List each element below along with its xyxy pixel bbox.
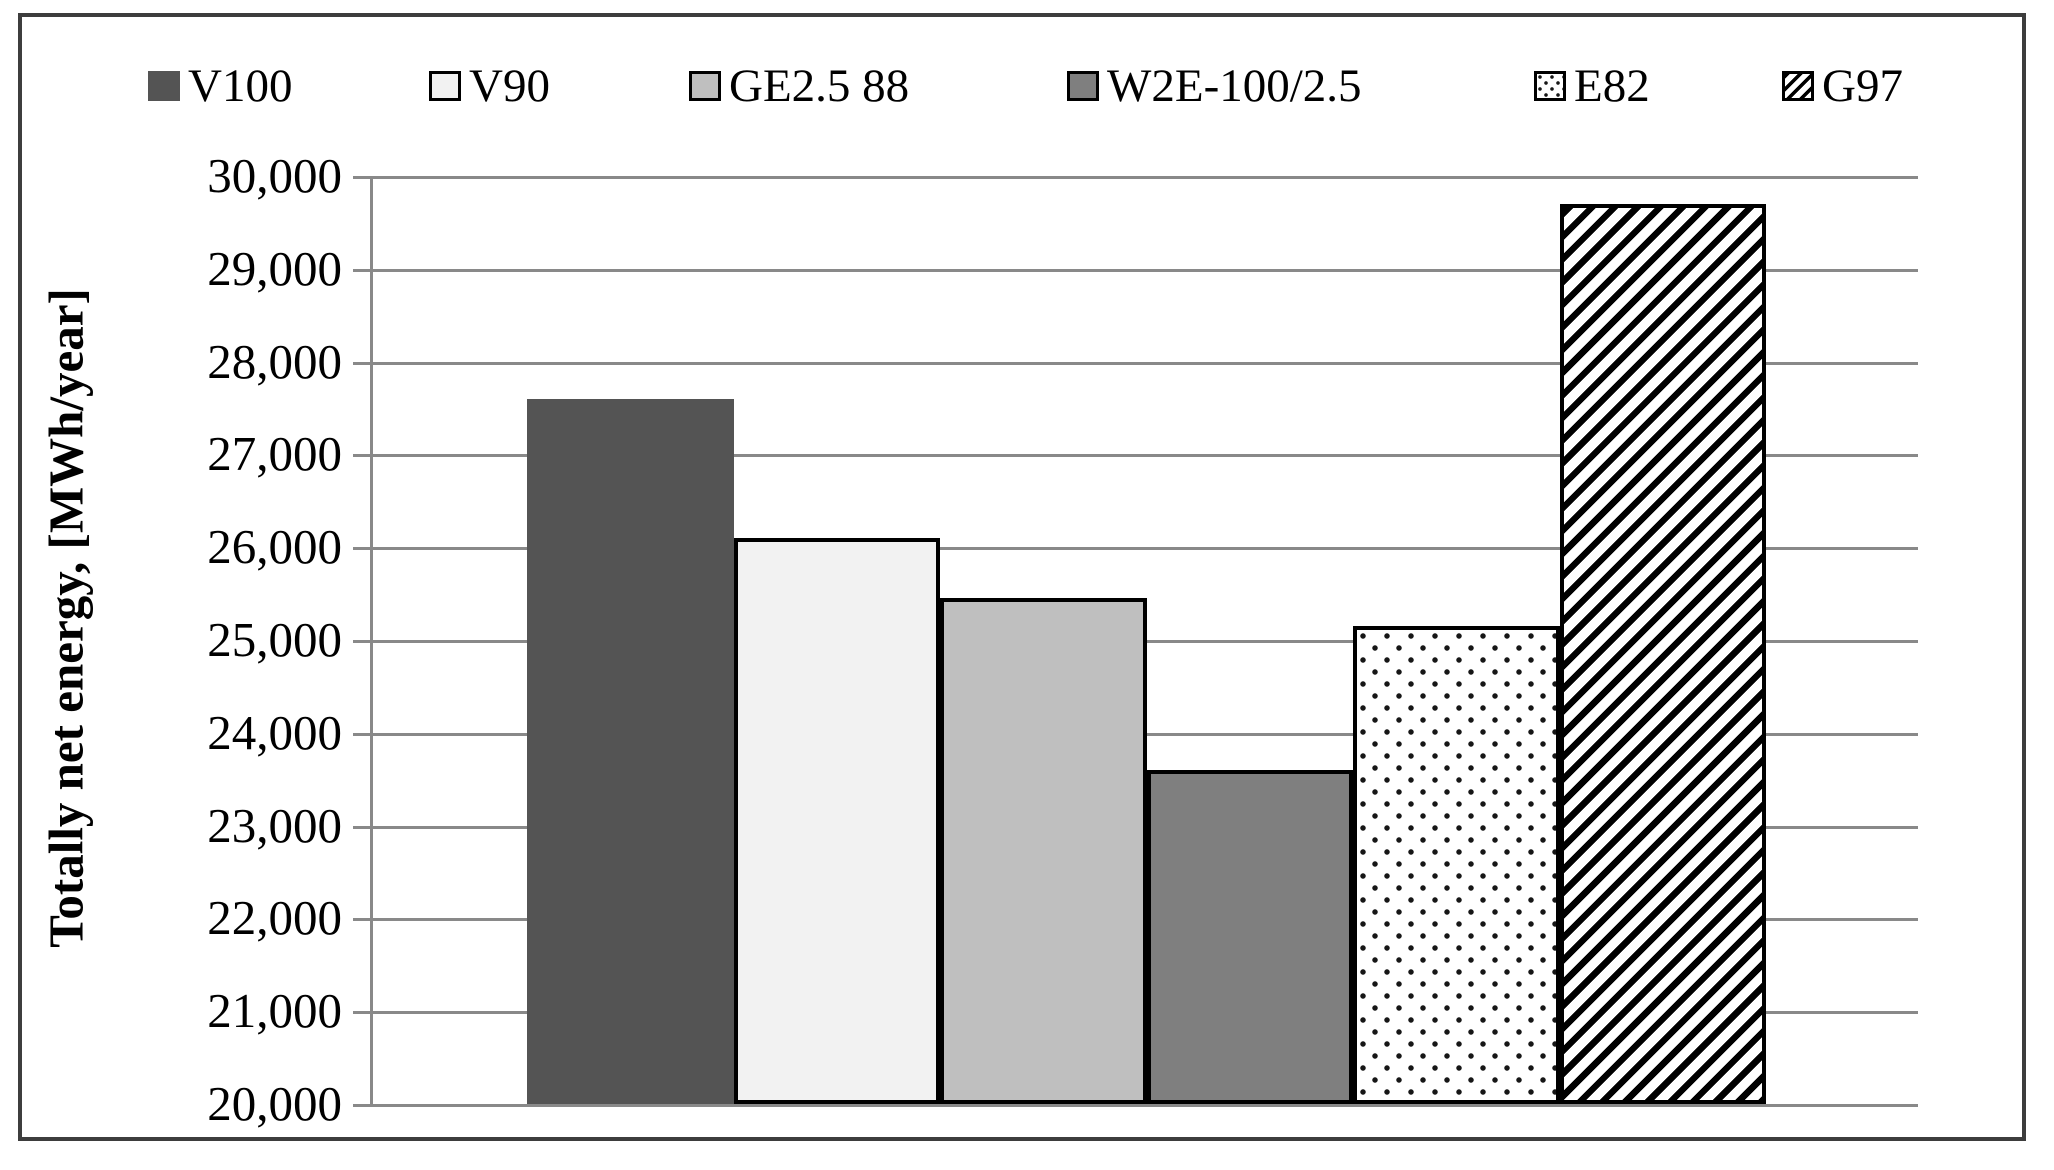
y-axis-tick-label: 20,000 <box>207 1076 342 1131</box>
bar-v90 <box>733 538 940 1104</box>
bar-w2e-100-2-5 <box>1146 770 1353 1104</box>
y-axis-tick-label: 24,000 <box>207 705 342 760</box>
legend-item-e82: E82 <box>1534 58 1650 114</box>
y-axis-tick <box>353 1011 370 1014</box>
legend-swatch <box>148 71 180 101</box>
y-axis-tick-label: 29,000 <box>207 241 342 296</box>
y-axis-tick <box>353 176 370 179</box>
gridline <box>372 547 1918 550</box>
y-axis-tick <box>353 1104 370 1107</box>
gridline <box>372 362 1918 365</box>
y-axis-tick-label: 23,000 <box>207 798 342 853</box>
y-axis-tick-label: 21,000 <box>207 983 342 1038</box>
y-axis-tick <box>353 547 370 550</box>
y-axis-tick-label: 26,000 <box>207 519 342 574</box>
y-axis-tick-label: 27,000 <box>207 426 342 481</box>
gridline <box>372 454 1918 457</box>
bar-ge2-5-88 <box>940 598 1147 1104</box>
legend-item-v100: V100 <box>148 58 292 114</box>
legend-swatch <box>1534 71 1566 101</box>
gridline <box>372 176 1918 179</box>
legend-swatch <box>1067 71 1099 101</box>
plot-area: 30,000 29,000 28,000 27,000 26,000 25,000 24,0… <box>207 148 1918 1131</box>
legend-label: E82 <box>1574 60 1650 112</box>
y-axis-tick-label: 28,000 <box>207 334 342 389</box>
gridline <box>372 1104 1918 1107</box>
y-axis-tick-label: 22,000 <box>207 890 342 945</box>
y-axis-tick-label: 30,000 <box>207 148 342 203</box>
bar-v100 <box>527 399 734 1104</box>
y-axis-tick-label: 25,000 <box>207 612 342 667</box>
legend-item-v90: V90 <box>429 58 550 114</box>
legend-label: GE2.5 88 <box>729 60 910 112</box>
legend-swatch <box>689 71 721 101</box>
y-axis-tick <box>353 362 370 365</box>
legend-item-g97: G97 <box>1782 58 1903 114</box>
bar-e82 <box>1353 626 1560 1104</box>
y-axis-tick <box>353 918 370 921</box>
legend-item-w2e-100-2-5: W2E-100/2.5 <box>1067 58 1362 114</box>
bar-g97 <box>1559 204 1766 1104</box>
legend-swatch <box>1782 71 1814 101</box>
y-axis-tick <box>353 826 370 829</box>
y-axis-tick <box>353 640 370 643</box>
legend-item-ge2-5-88: GE2.5 88 <box>689 58 909 114</box>
y-axis-tick <box>353 269 370 272</box>
legend-label: W2E-100/2.5 <box>1107 60 1362 112</box>
y-axis-tick <box>353 733 370 736</box>
legend-label: V100 <box>188 60 293 112</box>
legend-swatch <box>429 71 461 101</box>
y-axis-line <box>370 176 373 1107</box>
legend-label: G97 <box>1822 60 1903 112</box>
y-axis-tick <box>353 454 370 457</box>
gridline <box>372 269 1918 272</box>
legend-label: V90 <box>469 60 550 112</box>
